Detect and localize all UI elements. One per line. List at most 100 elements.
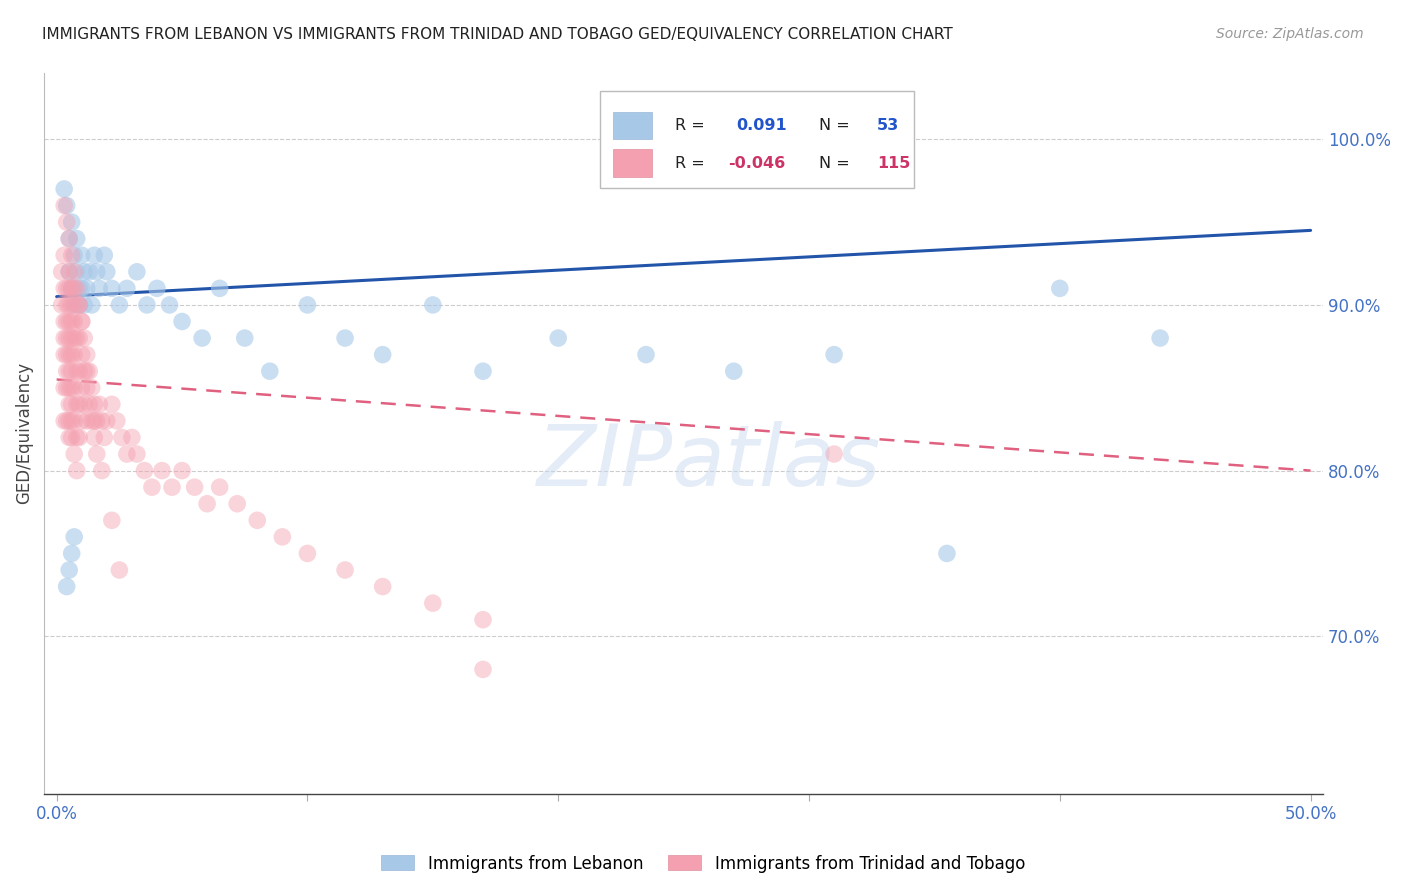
Text: 53: 53 xyxy=(877,118,898,133)
Point xyxy=(146,281,169,295)
Point xyxy=(70,314,93,328)
Point xyxy=(86,447,108,461)
FancyBboxPatch shape xyxy=(600,91,914,188)
Point xyxy=(63,414,86,428)
Point xyxy=(297,298,319,312)
Point xyxy=(76,348,98,362)
Point xyxy=(53,381,76,395)
Point xyxy=(67,430,90,444)
Point xyxy=(67,364,90,378)
Point xyxy=(134,464,156,478)
Point xyxy=(53,281,76,295)
Point xyxy=(63,314,86,328)
Point xyxy=(723,364,745,378)
Point xyxy=(70,248,93,262)
Point xyxy=(60,414,83,428)
Point xyxy=(105,414,128,428)
Point xyxy=(422,596,444,610)
Point xyxy=(80,414,103,428)
Point xyxy=(121,430,143,444)
Point xyxy=(76,381,98,395)
Point xyxy=(73,265,96,279)
Point xyxy=(160,480,183,494)
Point xyxy=(66,397,89,411)
Point xyxy=(63,381,86,395)
Point xyxy=(60,381,83,395)
Point xyxy=(58,232,80,246)
Point xyxy=(58,414,80,428)
Point xyxy=(115,447,138,461)
Text: R =: R = xyxy=(675,155,710,170)
Point xyxy=(1149,331,1171,345)
Point xyxy=(208,281,231,295)
Point xyxy=(53,348,76,362)
Point xyxy=(70,381,93,395)
Point xyxy=(51,298,73,312)
Point xyxy=(63,348,86,362)
Point xyxy=(170,314,193,328)
Legend: Immigrants from Lebanon, Immigrants from Trinidad and Tobago: Immigrants from Lebanon, Immigrants from… xyxy=(374,848,1032,880)
Bar xyxy=(613,149,651,177)
Point xyxy=(67,298,90,312)
Point xyxy=(96,414,118,428)
Point xyxy=(60,364,83,378)
Point xyxy=(77,397,100,411)
Point xyxy=(77,265,100,279)
Point xyxy=(53,331,76,345)
Point xyxy=(76,281,98,295)
Point xyxy=(63,447,86,461)
Point xyxy=(115,281,138,295)
Point xyxy=(53,414,76,428)
Point xyxy=(55,198,77,212)
Point xyxy=(208,480,231,494)
Point xyxy=(101,281,124,295)
Text: N =: N = xyxy=(820,155,855,170)
Point xyxy=(55,348,77,362)
Point xyxy=(63,265,86,279)
Point xyxy=(233,331,256,345)
Text: 115: 115 xyxy=(877,155,910,170)
Point xyxy=(83,430,105,444)
Point xyxy=(195,497,218,511)
Point xyxy=(125,447,148,461)
Point xyxy=(58,381,80,395)
Point xyxy=(73,298,96,312)
Point xyxy=(297,546,319,560)
Text: ZIPatlas: ZIPatlas xyxy=(537,421,882,504)
Point xyxy=(66,430,89,444)
Point xyxy=(66,232,89,246)
Point xyxy=(58,397,80,411)
Point xyxy=(67,298,90,312)
Point xyxy=(58,430,80,444)
Point xyxy=(63,248,86,262)
Point xyxy=(67,281,90,295)
Point xyxy=(55,331,77,345)
Text: N =: N = xyxy=(820,118,855,133)
Point xyxy=(58,232,80,246)
Point xyxy=(67,298,90,312)
Point xyxy=(472,613,495,627)
Point xyxy=(93,248,115,262)
Point xyxy=(90,464,112,478)
Point xyxy=(66,265,89,279)
Point xyxy=(58,281,80,295)
Point xyxy=(170,464,193,478)
Bar xyxy=(613,112,651,139)
Point xyxy=(60,314,83,328)
Point xyxy=(191,331,214,345)
Point xyxy=(53,198,76,212)
Point xyxy=(73,364,96,378)
Point xyxy=(66,298,89,312)
Point xyxy=(58,265,80,279)
Point xyxy=(55,314,77,328)
Point xyxy=(67,331,90,345)
Text: Source: ZipAtlas.com: Source: ZipAtlas.com xyxy=(1216,27,1364,41)
Point xyxy=(93,430,115,444)
Y-axis label: GED/Equivalency: GED/Equivalency xyxy=(15,362,32,504)
Point xyxy=(67,397,90,411)
Point xyxy=(63,281,86,295)
Point xyxy=(108,563,131,577)
Point xyxy=(101,397,124,411)
Point xyxy=(183,480,205,494)
Point xyxy=(77,364,100,378)
